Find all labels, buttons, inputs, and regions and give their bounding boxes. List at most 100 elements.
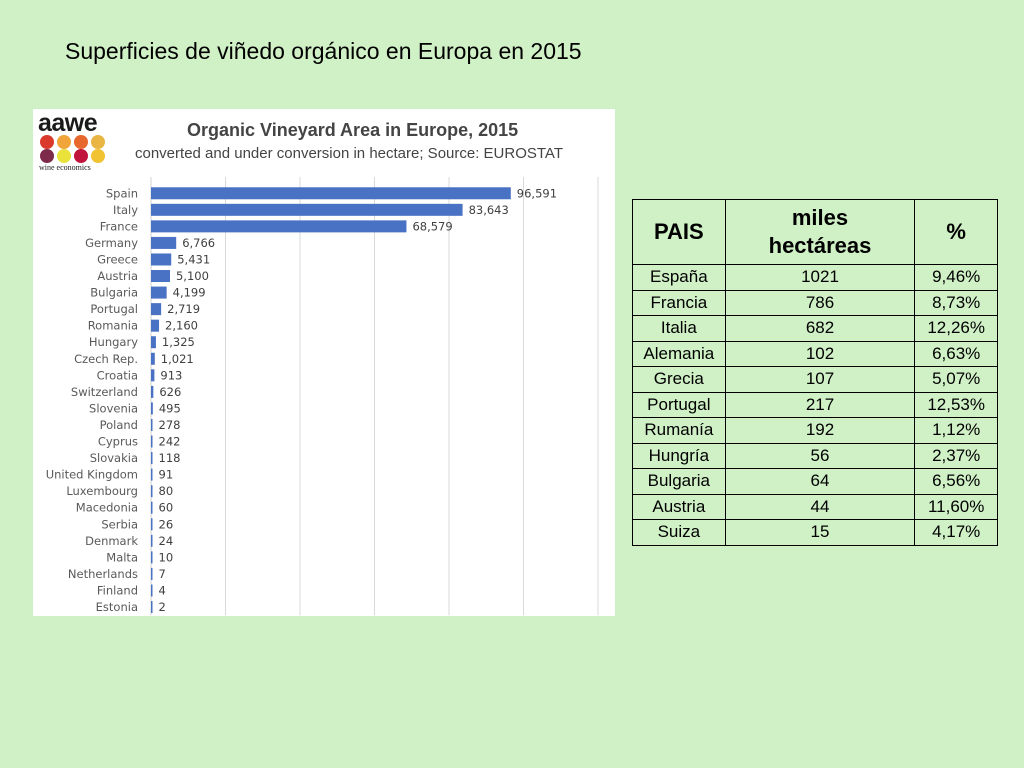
bar bbox=[151, 468, 153, 481]
cell-miles-hectareas: 217 bbox=[724, 391, 916, 418]
category-label: Romania bbox=[88, 319, 138, 333]
table-row: Alemania 102 6,63% bbox=[632, 340, 998, 367]
data-label: 96,591 bbox=[517, 186, 557, 200]
cell-miles-hectareas: 15 bbox=[724, 519, 916, 546]
cell-pais: Suiza bbox=[632, 519, 726, 546]
category-label: Switzerland bbox=[71, 385, 138, 399]
cell-pais: Italia bbox=[632, 315, 726, 342]
category-label: Macedonia bbox=[76, 501, 138, 515]
data-label: 278 bbox=[159, 418, 181, 432]
category-label: United Kingdom bbox=[46, 468, 138, 482]
data-label: 1,021 bbox=[161, 352, 194, 366]
cell-percent: 4,17% bbox=[914, 519, 998, 546]
bar bbox=[151, 418, 153, 431]
data-label: 6,766 bbox=[182, 236, 215, 250]
bar bbox=[151, 336, 156, 349]
category-label: France bbox=[100, 219, 138, 233]
bar bbox=[151, 187, 511, 200]
cell-percent: 11,60% bbox=[914, 493, 998, 520]
data-label: 626 bbox=[159, 385, 181, 399]
bar bbox=[151, 352, 155, 365]
bar bbox=[151, 286, 167, 299]
logo-dot bbox=[57, 149, 71, 163]
data-label: 913 bbox=[160, 368, 182, 382]
data-label: 2 bbox=[159, 600, 166, 614]
category-label: Denmark bbox=[85, 534, 138, 548]
cell-pais: Rumanía bbox=[632, 417, 726, 444]
bar bbox=[151, 369, 155, 382]
bar bbox=[151, 534, 153, 547]
table-row: Portugal 217 12,53% bbox=[632, 391, 998, 418]
category-label: Hungary bbox=[89, 335, 138, 349]
logo-tagline: wine economics bbox=[39, 163, 91, 172]
cell-percent: 8,73% bbox=[914, 289, 998, 316]
bar bbox=[151, 385, 154, 398]
data-label: 83,643 bbox=[469, 203, 509, 217]
category-label: Austria bbox=[97, 269, 138, 283]
chart-panel: aawe wine economics Organic Vineyard Are… bbox=[33, 109, 615, 616]
logo-dot bbox=[74, 149, 88, 163]
category-label: Poland bbox=[100, 418, 138, 432]
category-label: Slovenia bbox=[89, 401, 138, 415]
data-label: 24 bbox=[159, 534, 174, 548]
data-label: 80 bbox=[159, 484, 174, 498]
table-row: Bulgaria 64 6,56% bbox=[632, 468, 998, 495]
bar bbox=[151, 402, 153, 415]
category-label: Malta bbox=[106, 550, 138, 564]
category-label: Czech Rep. bbox=[74, 352, 138, 366]
category-label: Cyprus bbox=[98, 435, 138, 449]
chart-title: Organic Vineyard Area in Europe, 2015 bbox=[187, 120, 519, 140]
category-label: Slovakia bbox=[90, 451, 138, 465]
table-row: Suiza 15 4,17% bbox=[632, 519, 998, 546]
cell-percent: 6,56% bbox=[914, 468, 998, 495]
bar-chart: Spain 96,591 Italy 83,643 France 68,579 German… bbox=[46, 177, 599, 616]
cell-pais: Grecia bbox=[632, 366, 726, 393]
logo-dot bbox=[57, 135, 71, 149]
cell-percent: 5,07% bbox=[914, 366, 998, 393]
cell-pais: Portugal bbox=[632, 391, 726, 418]
cell-percent: 9,46% bbox=[914, 264, 998, 291]
cell-pais: Alemania bbox=[632, 340, 726, 367]
data-label: 5,431 bbox=[177, 252, 210, 266]
table-row: Italia 682 12,26% bbox=[632, 315, 998, 342]
cell-miles-hectareas: 44 bbox=[724, 493, 916, 520]
bar bbox=[151, 220, 407, 233]
data-label: 1,325 bbox=[162, 335, 195, 349]
bar bbox=[151, 435, 153, 448]
bar bbox=[151, 253, 172, 266]
logo-dot bbox=[91, 135, 105, 149]
bar bbox=[151, 485, 153, 498]
data-label: 10 bbox=[159, 550, 174, 564]
data-label: 7 bbox=[159, 567, 166, 581]
data-label: 91 bbox=[159, 468, 174, 482]
logo-dots-icon bbox=[40, 135, 105, 163]
aawe-logo: aawe bbox=[38, 109, 98, 137]
cell-miles-hectareas: 682 bbox=[724, 315, 916, 342]
category-label: Greece bbox=[97, 252, 138, 266]
data-label: 242 bbox=[159, 435, 181, 449]
data-label: 4 bbox=[159, 583, 166, 597]
bar bbox=[151, 203, 463, 216]
data-label: 2,160 bbox=[165, 319, 198, 333]
bar bbox=[151, 270, 170, 283]
cell-percent: 12,26% bbox=[914, 315, 998, 342]
category-label: Luxembourg bbox=[66, 484, 138, 498]
bar bbox=[151, 303, 162, 316]
cell-pais: Bulgaria bbox=[632, 468, 726, 495]
data-label: 68,579 bbox=[412, 219, 452, 233]
bar bbox=[151, 319, 160, 332]
header-miles-hectareas: miles hectáreas bbox=[724, 199, 916, 265]
data-table: PAIS miles hectáreas % España 1021 9,46% Fra… bbox=[632, 199, 998, 546]
chart-subtitle: converted and under conversion in hectar… bbox=[135, 145, 563, 162]
cell-miles-hectareas: 56 bbox=[724, 442, 916, 469]
cell-miles-hectareas: 192 bbox=[724, 417, 916, 444]
header-pais: PAIS bbox=[632, 199, 726, 265]
data-label: 495 bbox=[159, 401, 181, 415]
cell-pais: España bbox=[632, 264, 726, 291]
category-label: Finland bbox=[97, 583, 138, 597]
category-label: Serbia bbox=[101, 517, 138, 531]
category-label: Italy bbox=[113, 203, 138, 217]
cell-pais: Francia bbox=[632, 289, 726, 316]
logo-dot bbox=[91, 149, 105, 163]
bar bbox=[151, 501, 153, 514]
